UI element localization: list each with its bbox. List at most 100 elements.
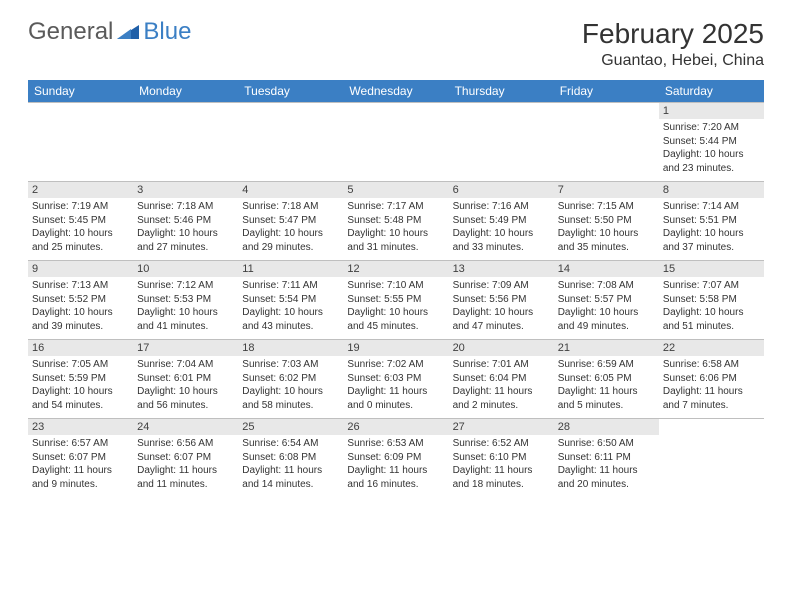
day-number: 21 bbox=[554, 340, 659, 356]
weekday-header: Tuesday bbox=[238, 80, 343, 103]
day-details: Sunrise: 7:04 AMSunset: 6:01 PMDaylight:… bbox=[137, 358, 234, 412]
calendar-cell: 4 Sunrise: 7:18 AMSunset: 5:47 PMDaylight… bbox=[238, 182, 343, 261]
calendar-cell: 3Sunrise: 7:18 AMSunset: 5:46 PMDaylight… bbox=[133, 182, 238, 261]
calendar-cell: 1 Sunrise: 7:20 AMSunset: 5:44 PMDaylight… bbox=[659, 103, 764, 182]
day-number: 15 bbox=[659, 261, 764, 277]
day-number: 7 bbox=[554, 182, 659, 198]
weekday-header: Wednesday bbox=[343, 80, 448, 103]
calendar-table: Sunday Monday Tuesday Wednesday Thursday… bbox=[28, 80, 764, 497]
day-details: Sunrise: 7:01 AMSunset: 6:04 PMDaylight:… bbox=[453, 358, 550, 412]
day-details: Sunrise: 7:18 AMSunset: 5:46 PMDaylight:… bbox=[137, 200, 234, 254]
day-number: 14 bbox=[554, 261, 659, 277]
day-number: 22 bbox=[659, 340, 764, 356]
calendar-cell: 7 Sunrise: 7:15 AMSunset: 5:50 PMDaylight… bbox=[554, 182, 659, 261]
calendar-cell: 19 Sunrise: 7:02 AMSunset: 6:03 PMDayligh… bbox=[343, 340, 448, 419]
day-details: Sunrise: 7:18 AMSunset: 5:47 PMDaylight:… bbox=[242, 200, 339, 254]
day-number: 17 bbox=[133, 340, 238, 356]
weekday-header: Sunday bbox=[28, 80, 133, 103]
day-details: Sunrise: 7:05 AMSunset: 5:59 PMDaylight:… bbox=[32, 358, 129, 412]
day-details: Sunrise: 7:20 AMSunset: 5:44 PMDaylight:… bbox=[663, 121, 760, 175]
calendar-cell: 23Sunrise: 6:57 AMSunset: 6:07 PMDayligh… bbox=[28, 419, 133, 498]
calendar-cell bbox=[449, 103, 554, 182]
day-number: 11 bbox=[238, 261, 343, 277]
day-details: Sunrise: 6:58 AMSunset: 6:06 PMDaylight:… bbox=[663, 358, 760, 412]
weekday-header: Friday bbox=[554, 80, 659, 103]
calendar-cell bbox=[28, 103, 133, 182]
calendar-row: 16 Sunrise: 7:05 AMSunset: 5:59 PMDayligh… bbox=[28, 340, 764, 419]
day-details: Sunrise: 7:14 AMSunset: 5:51 PMDaylight:… bbox=[663, 200, 760, 254]
day-details: Sunrise: 7:08 AMSunset: 5:57 PMDaylight:… bbox=[558, 279, 655, 333]
day-number: 16 bbox=[28, 340, 133, 356]
calendar-row: 1 Sunrise: 7:20 AMSunset: 5:44 PMDaylight… bbox=[28, 103, 764, 182]
day-details: Sunrise: 7:11 AMSunset: 5:54 PMDaylight:… bbox=[242, 279, 339, 333]
weekday-header: Monday bbox=[133, 80, 238, 103]
brand-part2: Blue bbox=[143, 18, 191, 46]
calendar-row: 9Sunrise: 7:13 AMSunset: 5:52 PMDaylight… bbox=[28, 261, 764, 340]
day-number: 28 bbox=[554, 419, 659, 435]
calendar-cell bbox=[343, 103, 448, 182]
calendar-cell bbox=[554, 103, 659, 182]
calendar-cell: 28 Sunrise: 6:50 AMSunset: 6:11 PMDayligh… bbox=[554, 419, 659, 498]
calendar-cell: 24Sunrise: 6:56 AMSunset: 6:07 PMDayligh… bbox=[133, 419, 238, 498]
calendar-cell: 9Sunrise: 7:13 AMSunset: 5:52 PMDaylight… bbox=[28, 261, 133, 340]
calendar-cell: 18 Sunrise: 7:03 AMSunset: 6:02 PMDayligh… bbox=[238, 340, 343, 419]
triangle-icon bbox=[117, 18, 139, 46]
day-number: 13 bbox=[449, 261, 554, 277]
weekday-header-row: Sunday Monday Tuesday Wednesday Thursday… bbox=[28, 80, 764, 103]
calendar-cell bbox=[659, 419, 764, 498]
calendar-cell: 8 Sunrise: 7:14 AMSunset: 5:51 PMDaylight… bbox=[659, 182, 764, 261]
day-number: 10 bbox=[133, 261, 238, 277]
day-details: Sunrise: 6:57 AMSunset: 6:07 PMDaylight:… bbox=[32, 437, 129, 491]
day-number: 5 bbox=[343, 182, 448, 198]
day-details: Sunrise: 7:10 AMSunset: 5:55 PMDaylight:… bbox=[347, 279, 444, 333]
page-header: General Blue February 2025 Guantao, Hebe… bbox=[28, 18, 764, 70]
day-number: 9 bbox=[28, 261, 133, 277]
day-details: Sunrise: 6:53 AMSunset: 6:09 PMDaylight:… bbox=[347, 437, 444, 491]
month-title: February 2025 bbox=[582, 18, 764, 50]
calendar-row: 2 Sunrise: 7:19 AMSunset: 5:45 PMDaylight… bbox=[28, 182, 764, 261]
day-details: Sunrise: 7:17 AMSunset: 5:48 PMDaylight:… bbox=[347, 200, 444, 254]
title-block: February 2025 Guantao, Hebei, China bbox=[582, 18, 764, 70]
calendar-cell: 13Sunrise: 7:09 AMSunset: 5:56 PMDayligh… bbox=[449, 261, 554, 340]
day-details: Sunrise: 7:15 AMSunset: 5:50 PMDaylight:… bbox=[558, 200, 655, 254]
day-details: Sunrise: 7:02 AMSunset: 6:03 PMDaylight:… bbox=[347, 358, 444, 412]
weekday-header: Thursday bbox=[449, 80, 554, 103]
day-details: Sunrise: 7:03 AMSunset: 6:02 PMDaylight:… bbox=[242, 358, 339, 412]
day-number: 25 bbox=[238, 419, 343, 435]
calendar-cell: 21 Sunrise: 6:59 AMSunset: 6:05 PMDayligh… bbox=[554, 340, 659, 419]
calendar-cell: 20 Sunrise: 7:01 AMSunset: 6:04 PMDayligh… bbox=[449, 340, 554, 419]
day-details: Sunrise: 6:50 AMSunset: 6:11 PMDaylight:… bbox=[558, 437, 655, 491]
calendar-cell: 12Sunrise: 7:10 AMSunset: 5:55 PMDayligh… bbox=[343, 261, 448, 340]
location-text: Guantao, Hebei, China bbox=[582, 52, 764, 70]
day-details: Sunrise: 7:07 AMSunset: 5:58 PMDaylight:… bbox=[663, 279, 760, 333]
day-details: Sunrise: 6:59 AMSunset: 6:05 PMDaylight:… bbox=[558, 358, 655, 412]
day-number: 26 bbox=[343, 419, 448, 435]
brand-logo: General Blue bbox=[28, 18, 191, 46]
calendar-cell: 5 Sunrise: 7:17 AMSunset: 5:48 PMDaylight… bbox=[343, 182, 448, 261]
brand-part1: General bbox=[28, 18, 113, 46]
calendar-cell bbox=[133, 103, 238, 182]
day-number: 19 bbox=[343, 340, 448, 356]
calendar-cell: 26 Sunrise: 6:53 AMSunset: 6:09 PMDayligh… bbox=[343, 419, 448, 498]
day-number: 2 bbox=[28, 182, 133, 198]
day-number: 18 bbox=[238, 340, 343, 356]
calendar-cell: 27Sunrise: 6:52 AMSunset: 6:10 PMDayligh… bbox=[449, 419, 554, 498]
day-details: Sunrise: 7:19 AMSunset: 5:45 PMDaylight:… bbox=[32, 200, 129, 254]
weekday-header: Saturday bbox=[659, 80, 764, 103]
calendar-cell: 17 Sunrise: 7:04 AMSunset: 6:01 PMDayligh… bbox=[133, 340, 238, 419]
day-number: 24 bbox=[133, 419, 238, 435]
calendar-cell bbox=[238, 103, 343, 182]
calendar-row: 23Sunrise: 6:57 AMSunset: 6:07 PMDayligh… bbox=[28, 419, 764, 498]
calendar-cell: 15 Sunrise: 7:07 AMSunset: 5:58 PMDayligh… bbox=[659, 261, 764, 340]
day-number: 4 bbox=[238, 182, 343, 198]
calendar-cell: 14 Sunrise: 7:08 AMSunset: 5:57 PMDayligh… bbox=[554, 261, 659, 340]
day-number: 20 bbox=[449, 340, 554, 356]
day-number: 6 bbox=[449, 182, 554, 198]
day-details: Sunrise: 7:12 AMSunset: 5:53 PMDaylight:… bbox=[137, 279, 234, 333]
day-number: 27 bbox=[449, 419, 554, 435]
calendar-cell: 22 Sunrise: 6:58 AMSunset: 6:06 PMDayligh… bbox=[659, 340, 764, 419]
day-details: Sunrise: 6:54 AMSunset: 6:08 PMDaylight:… bbox=[242, 437, 339, 491]
day-number: 8 bbox=[659, 182, 764, 198]
day-number: 1 bbox=[659, 103, 764, 119]
day-details: Sunrise: 7:16 AMSunset: 5:49 PMDaylight:… bbox=[453, 200, 550, 254]
